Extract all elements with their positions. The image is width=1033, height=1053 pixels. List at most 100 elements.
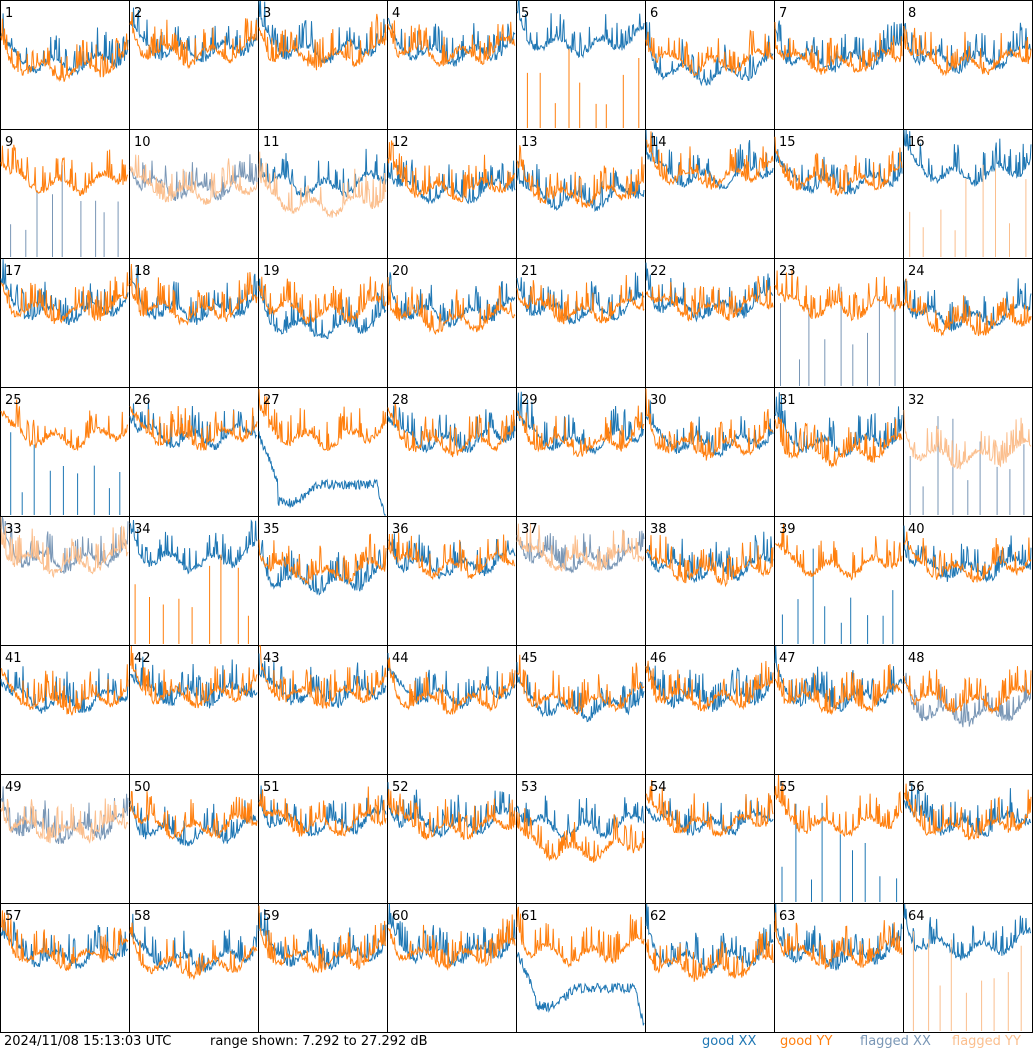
tile-52: 52 (387, 774, 517, 904)
series-yy-line (387, 657, 516, 715)
series-yy-line (0, 798, 129, 844)
legend-flagged-xx: flagged XX (860, 1034, 931, 1049)
tile-label: 33 (5, 522, 22, 537)
series-yy-line (516, 808, 645, 863)
tile-16: 16 (903, 129, 1033, 259)
series-yy-line (0, 18, 129, 83)
tile-label: 56 (908, 780, 925, 795)
tile-label: 43 (263, 651, 280, 666)
series-xx-line (903, 672, 1032, 728)
series-xx-line (645, 793, 774, 837)
tile-label: 44 (392, 651, 409, 666)
tile-label: 53 (521, 780, 538, 795)
tile-62: 62 (645, 903, 775, 1033)
tile-label: 52 (392, 780, 409, 795)
series-xx-line (516, 272, 645, 326)
series-xx-line (903, 129, 1032, 187)
tile-label: 49 (5, 780, 22, 795)
series-yy-line (904, 783, 1032, 841)
series-xx-line (516, 952, 645, 1026)
series-yy-line (516, 405, 645, 458)
tile-14: 14 (645, 129, 775, 259)
tile-35: 35 (258, 516, 388, 646)
series-yy-line (258, 389, 387, 452)
series-yy-line (129, 922, 258, 981)
series-xx-line (781, 548, 894, 644)
series-yy-line (909, 164, 1027, 257)
tile-31: 31 (774, 387, 904, 517)
tile-label: 24 (908, 264, 925, 279)
tile-label: 32 (908, 393, 925, 408)
tile-label: 34 (134, 522, 151, 537)
tile-label: 31 (779, 393, 796, 408)
tile-4: 4 (387, 0, 517, 130)
tile-54: 54 (645, 774, 775, 904)
series-yy-line (645, 275, 774, 322)
tile-label: 40 (908, 522, 925, 537)
tile-label: 58 (134, 909, 151, 924)
tile-label: 45 (521, 651, 538, 666)
series-xx-line (129, 519, 258, 575)
tile-label: 22 (650, 264, 667, 279)
series-xx-line (516, 0, 645, 59)
tile-label: 26 (134, 393, 151, 408)
series-yy-line (0, 664, 129, 716)
tile-label: 14 (650, 135, 667, 150)
series-yy-line (774, 21, 903, 75)
tile-label: 21 (521, 264, 538, 279)
series-yy-line (134, 554, 249, 644)
range-label: range shown: 7.292 to 27.292 dB (210, 1034, 428, 1049)
tile-label: 35 (263, 522, 280, 537)
tile-57: 57 (0, 903, 130, 1033)
series-xx-line (903, 903, 1032, 961)
series-yy-line (526, 48, 640, 128)
tile-label: 41 (5, 651, 22, 666)
tile-8: 8 (903, 0, 1033, 130)
series-yy-line (774, 663, 903, 716)
tile-26: 26 (129, 387, 259, 517)
tile-label: 7 (779, 6, 787, 21)
series-yy-line (258, 905, 387, 974)
tile-48: 48 (903, 645, 1033, 775)
tile-63: 63 (774, 903, 904, 1033)
tile-label: 23 (779, 264, 796, 279)
tile-label: 5 (521, 6, 529, 21)
tile-label: 12 (392, 135, 409, 150)
tile-22: 22 (645, 258, 775, 388)
tile-label: 63 (779, 909, 796, 924)
series-yy-line (387, 20, 516, 68)
series-xx-line (774, 137, 903, 195)
series-yy-line (516, 523, 645, 572)
series-yy-line (129, 154, 258, 206)
tile-9: 9 (0, 129, 130, 259)
series-xx-line (0, 786, 129, 844)
tile-label: 13 (521, 135, 538, 150)
tile-42: 42 (129, 645, 259, 775)
series-yy-line (259, 645, 387, 709)
tile-frame (516, 0, 646, 130)
series-yy-line (645, 388, 774, 461)
tile-label: 25 (5, 393, 22, 408)
tile-label: 19 (263, 264, 280, 279)
tile-3: 3 (258, 0, 388, 130)
tile-label: 6 (650, 6, 658, 21)
series-xx-line (387, 405, 516, 454)
series-xx-line (258, 278, 387, 340)
tile-frame (129, 0, 259, 130)
legend-flagged-yy: flagged YY (952, 1034, 1021, 1049)
tile-label: 39 (779, 522, 796, 537)
tile-20: 20 (387, 258, 517, 388)
legend-good-xx: good XX (702, 1034, 757, 1049)
tile-33: 33 (0, 516, 130, 646)
series-yy-line (129, 11, 258, 70)
tile-label: 50 (134, 780, 151, 795)
series-yy-line (903, 409, 1032, 470)
series-yy-line (774, 136, 903, 197)
tile-2: 2 (129, 0, 259, 130)
tile-64: 64 (903, 903, 1033, 1033)
tile-47: 47 (774, 645, 904, 775)
tile-50: 50 (129, 774, 259, 904)
tile-46: 46 (645, 645, 775, 775)
series-xx-line (0, 516, 129, 574)
